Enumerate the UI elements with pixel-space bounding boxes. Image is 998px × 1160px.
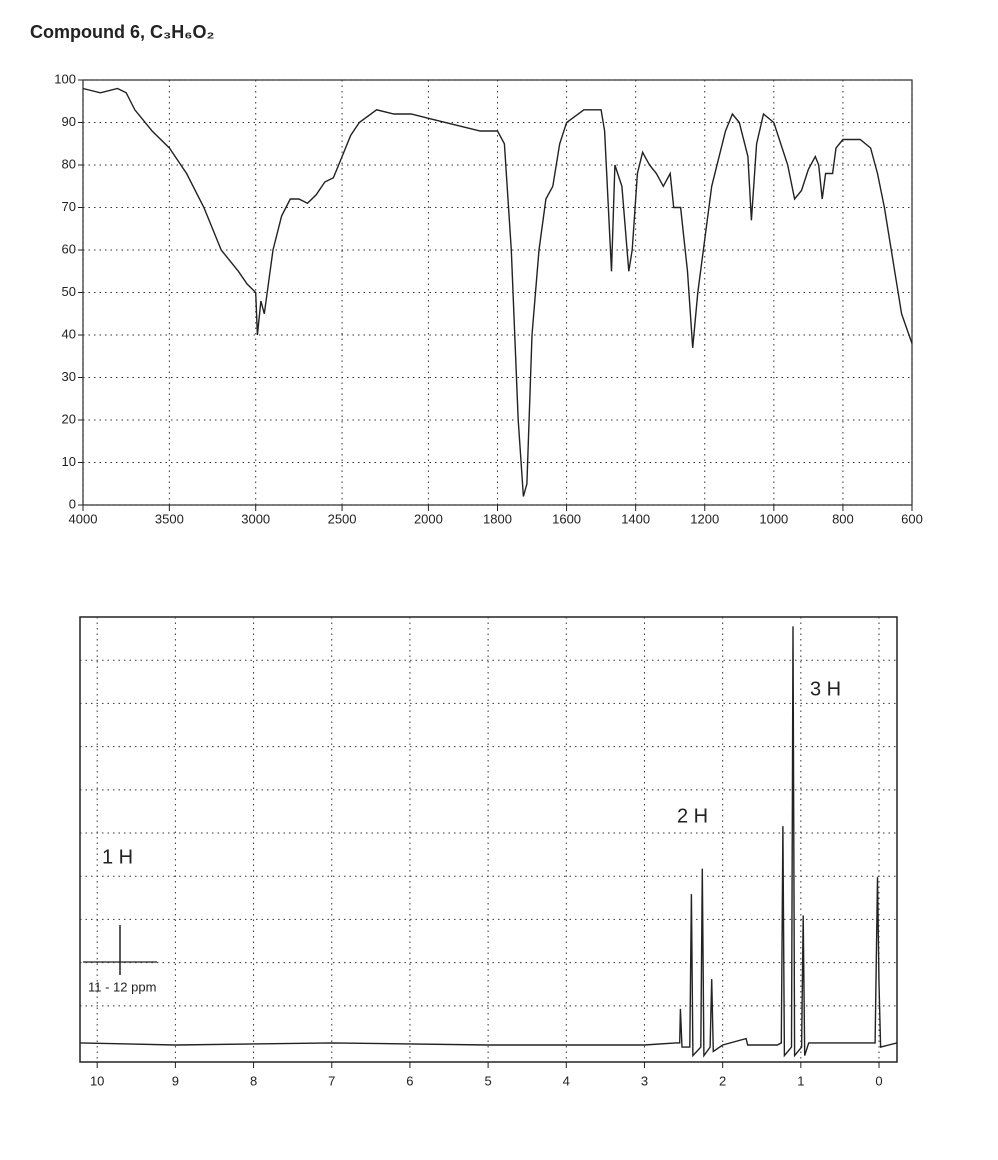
y-tick-label: 60 — [62, 241, 76, 256]
x-tick-label: 0 — [875, 1073, 882, 1088]
annotation: 3 H — [810, 678, 841, 700]
x-tick-label: 8 — [250, 1073, 257, 1088]
x-tick-label: 6 — [406, 1073, 413, 1088]
x-tick-label: 600 — [901, 511, 923, 526]
y-tick-label: 40 — [62, 326, 76, 341]
x-tick-label: 4000 — [69, 511, 98, 526]
page-title: Compound 6, C₃H₆O₂ — [30, 22, 214, 42]
x-tick-label: 1000 — [759, 511, 788, 526]
annotation: 11 - 12 ppm — [88, 979, 156, 994]
y-tick-label: 90 — [62, 114, 76, 129]
annotation: 2 H — [677, 805, 708, 827]
x-tick-label: 1400 — [621, 511, 650, 526]
y-tick-label: 20 — [62, 411, 76, 426]
x-tick-label: 2500 — [328, 511, 357, 526]
x-tick-label: 3000 — [241, 511, 270, 526]
y-tick-label: 100 — [54, 71, 76, 86]
x-tick-label: 5 — [484, 1073, 491, 1088]
inset — [83, 925, 157, 975]
y-tick-label: 50 — [62, 284, 76, 299]
x-tick-label: 1 — [797, 1073, 804, 1088]
y-tick-label: 0 — [69, 496, 76, 511]
x-tick-label: 3 — [641, 1073, 648, 1088]
x-tick-label: 2 — [719, 1073, 726, 1088]
x-tick-label: 1200 — [690, 511, 719, 526]
x-tick-label: 4 — [563, 1073, 570, 1088]
x-tick-label: 10 — [90, 1073, 104, 1088]
x-tick-label: 800 — [832, 511, 854, 526]
y-tick-label: 10 — [62, 454, 76, 469]
y-tick-label: 80 — [62, 156, 76, 171]
x-tick-label: 1800 — [483, 511, 512, 526]
x-tick-label: 2000 — [414, 511, 443, 526]
y-tick-label: 30 — [62, 369, 76, 384]
x-tick-label: 3500 — [155, 511, 184, 526]
spectrum-line — [82, 87, 913, 497]
x-tick-label: 7 — [328, 1073, 335, 1088]
y-tick-label: 70 — [62, 199, 76, 214]
x-tick-label: 9 — [172, 1073, 179, 1088]
x-tick-label: 1600 — [552, 511, 581, 526]
annotation: 1 H — [102, 846, 133, 868]
spectrum-line — [79, 626, 898, 1058]
